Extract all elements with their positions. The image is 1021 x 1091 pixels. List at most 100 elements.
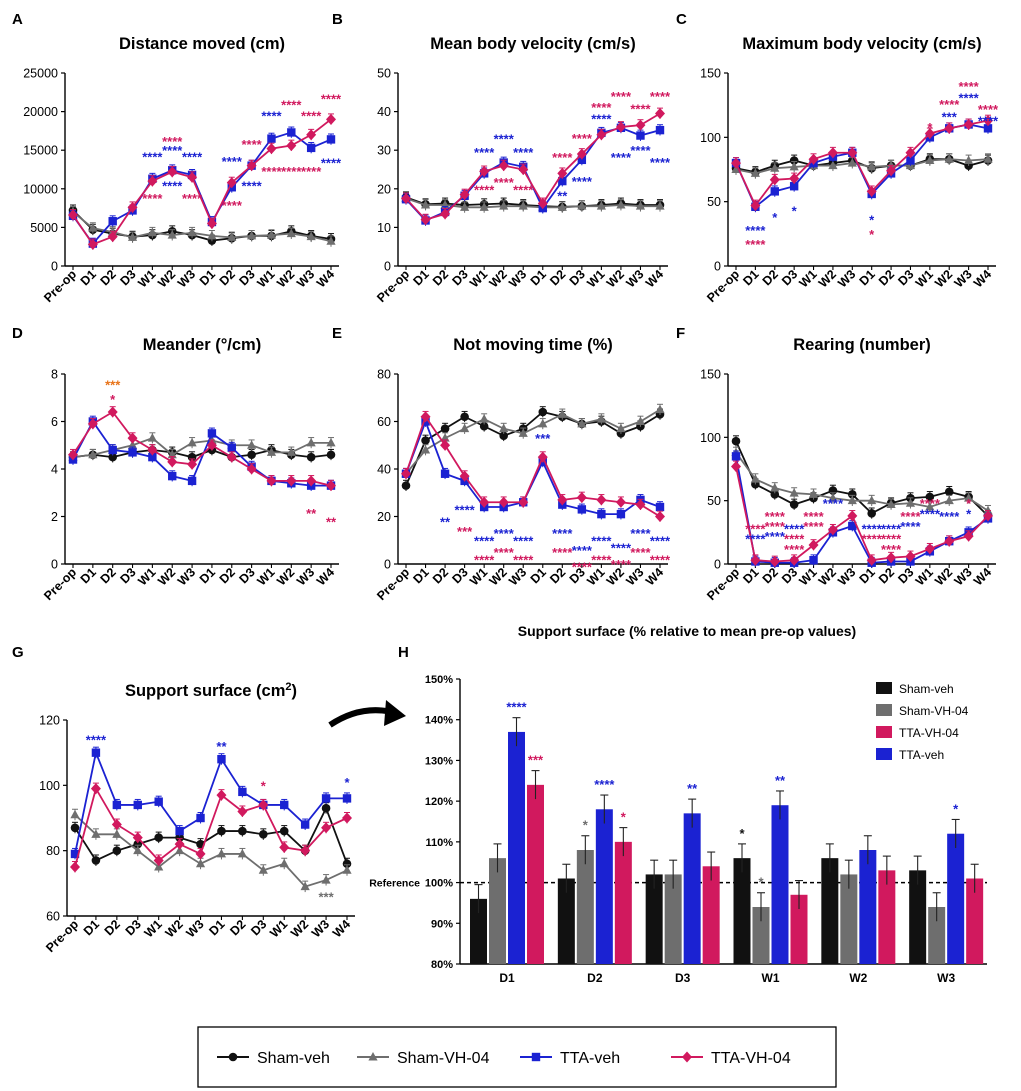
- x-tick-label: D1: [740, 565, 761, 586]
- bar: [947, 833, 965, 964]
- y-tick-label: 30: [377, 144, 391, 158]
- significance-marker: **: [557, 188, 568, 203]
- bar: [576, 850, 594, 964]
- reference-label: Reference: [369, 878, 420, 890]
- significance-marker: ****: [745, 532, 766, 547]
- significance-marker: ****: [958, 90, 979, 105]
- significance-marker: ****: [182, 149, 203, 164]
- data-point: [68, 209, 78, 221]
- x-tick-label: D1: [197, 267, 218, 288]
- data-point: [635, 499, 646, 511]
- x-tick-label: Pre-op: [374, 267, 412, 305]
- data-point: [847, 158, 857, 167]
- significance-marker: ****: [939, 509, 960, 524]
- panel-label: E: [332, 325, 342, 342]
- y-tick-label: 150%: [425, 674, 453, 686]
- x-tick-label: W3: [175, 267, 198, 290]
- legend-marker: [228, 1052, 238, 1062]
- significance-marker: *: [621, 810, 627, 825]
- data-point: [306, 143, 316, 153]
- significance-marker: ****: [494, 132, 515, 147]
- x-tick-label: D1: [197, 565, 218, 586]
- series-sham-vh: [401, 403, 665, 480]
- data-point: [132, 832, 143, 844]
- significance-marker: ****: [650, 155, 671, 170]
- bar: [840, 874, 858, 964]
- data-point: [616, 509, 626, 519]
- data-point: [286, 140, 297, 152]
- significance-marker: ****: [222, 154, 243, 169]
- data-point: [789, 173, 800, 185]
- x-tick-label: W1: [142, 917, 165, 940]
- significance-marker: ****: [594, 777, 615, 792]
- x-tick-label: W4: [643, 565, 666, 588]
- data-point: [750, 554, 761, 566]
- significance-marker: ****: [900, 509, 921, 524]
- x-tick-label: Pre-op: [41, 565, 79, 603]
- data-point: [148, 452, 157, 462]
- significance-marker: ****: [552, 150, 573, 165]
- data-point: [266, 143, 277, 155]
- x-tick-label: D1: [410, 267, 431, 288]
- data-point: [108, 445, 117, 455]
- data-point: [168, 471, 177, 481]
- data-point: [498, 496, 509, 508]
- data-point: [420, 214, 431, 226]
- data-point: [321, 794, 331, 803]
- x-tick-label: D1: [857, 565, 878, 586]
- data-point: [246, 463, 257, 475]
- data-point: [440, 439, 451, 451]
- data-point: [326, 450, 336, 460]
- significance-marker: ****: [494, 526, 515, 541]
- x-tick-label: W3: [937, 971, 955, 985]
- data-point: [300, 881, 310, 891]
- y-tick-label: 150: [700, 67, 721, 81]
- series-tta-vh: [68, 113, 336, 250]
- data-point: [596, 494, 607, 506]
- significance-marker: ****: [765, 529, 786, 544]
- data-point: [87, 238, 98, 250]
- data-point: [596, 201, 606, 210]
- significance-marker: ***: [528, 753, 544, 768]
- chart-title: Meander (°/cm): [143, 336, 261, 354]
- data-point: [187, 476, 197, 486]
- significance-marker: ****: [881, 542, 902, 557]
- significance-marker: ****: [630, 143, 651, 158]
- x-tick-label: W3: [175, 565, 198, 588]
- data-point: [279, 841, 290, 853]
- y-tick-label: 6: [51, 415, 58, 429]
- significance-marker: ****: [881, 522, 902, 537]
- data-point: [286, 228, 296, 238]
- data-point: [636, 131, 645, 140]
- significance-marker: ****: [494, 545, 515, 560]
- series-sham-vh: [70, 808, 352, 893]
- y-tick-label: 100: [39, 779, 60, 793]
- legend: Sham-veh Sham-VH-04 TTA-veh TTA-VH-04: [197, 1026, 837, 1088]
- data-point: [306, 129, 317, 141]
- data-point: [808, 489, 819, 498]
- data-point: [326, 437, 336, 447]
- legend-marker: [368, 1052, 378, 1061]
- bar: [645, 874, 663, 964]
- y-tick-label: 50: [707, 494, 721, 508]
- x-tick-label: D3: [567, 267, 588, 288]
- significance-marker: ****: [784, 542, 805, 557]
- series-tta-vh: [401, 410, 665, 522]
- data-point: [127, 432, 138, 444]
- bar: [821, 858, 839, 964]
- data-point: [108, 452, 117, 462]
- bar: [508, 731, 525, 964]
- data-point: [769, 555, 780, 567]
- x-tick-label: D2: [227, 917, 248, 938]
- x-tick-label: Pre-op: [374, 565, 412, 603]
- significance-marker: ****: [162, 134, 183, 149]
- y-tick-label: 120%: [425, 796, 453, 808]
- data-point: [326, 236, 336, 245]
- x-tick-label: W1: [135, 565, 158, 588]
- significance-marker: ****: [494, 175, 515, 190]
- y-tick-label: 120: [39, 714, 60, 728]
- series-tta-vh: [731, 114, 993, 212]
- legend-label: Sham-VH-04: [397, 1050, 490, 1067]
- significance-marker: *: [261, 778, 267, 793]
